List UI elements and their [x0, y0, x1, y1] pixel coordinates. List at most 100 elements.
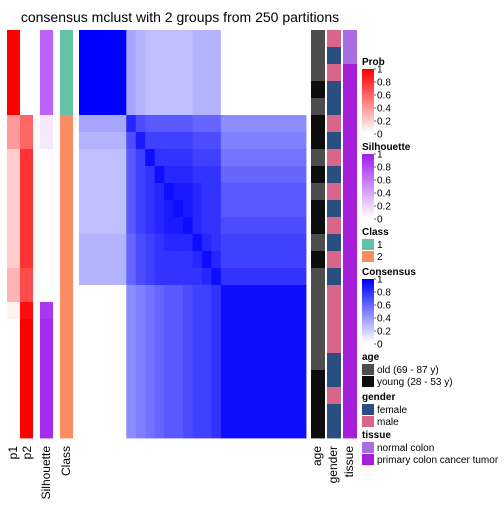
class-cell: [60, 81, 73, 99]
age-cell: [311, 251, 325, 269]
tissue-cell: [343, 251, 357, 269]
p1-cell: [7, 336, 20, 354]
silhouette-legend-gradient: [362, 173, 374, 177]
consensus-legend-gradient: [362, 283, 374, 286]
consensus-cell: [201, 268, 212, 286]
silhouette-legend-gradient: [362, 164, 374, 168]
consensus-cell: [164, 251, 174, 269]
consensus-legend-gradient: [362, 285, 374, 289]
gender-legend-key: [362, 416, 374, 427]
p2-cell: [20, 251, 33, 269]
gender-cell: [327, 81, 341, 99]
prob-legend-gradient: [362, 101, 374, 105]
column-label-class: Class: [59, 446, 73, 476]
class-cell: [60, 47, 73, 65]
consensus-cell: [220, 166, 307, 184]
consensus-cell: [135, 217, 146, 235]
prob-legend-gradient: [362, 118, 374, 122]
silhouette-cell: [40, 404, 53, 422]
consensus-legend-gradient: [362, 302, 374, 306]
p1-cell: [7, 302, 20, 320]
consensus-cell: [220, 149, 307, 167]
consensus-cell: [211, 200, 222, 218]
consensus-cell: [220, 268, 307, 286]
consensus-legend-gradient: [362, 289, 374, 293]
gender-cell: [327, 302, 341, 320]
consensus-legend-gradient: [362, 315, 374, 319]
gender-cell: [327, 404, 341, 422]
age-legend-key: [362, 364, 374, 375]
column-label-p2: p2: [20, 446, 34, 460]
consensus-cell: [173, 268, 184, 286]
silhouette-legend-gradient: [362, 212, 374, 216]
tissue-legend-key: [362, 454, 374, 465]
p1-cell: [7, 115, 20, 133]
consensus-cell: [201, 251, 212, 269]
age-cell: [311, 115, 325, 133]
prob-legend-title: Prob: [362, 57, 385, 68]
consensus-legend-gradient: [362, 296, 374, 299]
consensus-cell: [79, 234, 127, 252]
class-cell: [60, 132, 73, 150]
prob-legend-gradient: [362, 125, 374, 128]
gender-cell: [327, 285, 341, 303]
consensus-cell: [201, 200, 212, 218]
class-cell: [60, 183, 73, 201]
consensus-cell: [173, 285, 184, 439]
consensus-cell: [79, 285, 127, 439]
consensus-legend-gradient: [362, 300, 374, 304]
consensus-cell: [211, 149, 222, 167]
p2-cell: [20, 200, 33, 218]
age-cell: [311, 234, 325, 252]
silhouette-legend-gradient: [362, 203, 374, 207]
column-label-p1: p1: [6, 446, 20, 460]
gender-legend-label: female: [377, 405, 407, 416]
tissue-cell: [343, 285, 357, 303]
silhouette-cell: [40, 234, 53, 252]
consensus-cell: [79, 149, 127, 167]
consensus-cell: [145, 251, 156, 269]
consensus-cell: [192, 115, 203, 133]
prob-legend-gradient: [362, 127, 374, 131]
tissue-cell: [343, 234, 357, 252]
silhouette-legend-gradient: [362, 167, 374, 170]
gender-cell: [327, 370, 341, 388]
tissue-cell: [343, 115, 357, 133]
class-cell: [60, 64, 73, 82]
tissue-cell: [343, 370, 357, 388]
class-cell: [60, 200, 73, 218]
p2-cell: [20, 166, 33, 184]
prob-legend-gradient: [362, 71, 374, 74]
class-cell: [60, 268, 73, 286]
consensus-cell: [154, 30, 165, 116]
silhouette-legend-gradient: [362, 156, 374, 159]
consensus-cell: [145, 200, 156, 218]
consensus-cell: [126, 285, 137, 439]
age-cell: [311, 183, 325, 201]
class-cell: [60, 353, 73, 371]
tissue-cell: [343, 132, 357, 150]
consensus-cell: [220, 251, 307, 269]
age-cell: [311, 30, 325, 48]
consensus-legend-gradient: [362, 337, 374, 341]
p2-cell: [20, 183, 33, 201]
silhouette-legend-gradient: [362, 160, 374, 164]
consensus-legend-gradient: [362, 335, 374, 338]
age-cell: [311, 336, 325, 354]
consensus-cell: [173, 166, 184, 184]
tissue-cell: [343, 64, 357, 82]
p2-cell: [20, 234, 33, 252]
silhouette-cell: [40, 200, 53, 218]
silhouette-legend-gradient: [362, 154, 374, 157]
prob-legend-tick-label: 0: [377, 130, 383, 141]
consensus-cell: [201, 115, 212, 133]
consensus-legend-gradient: [362, 305, 374, 308]
consensus-cell: [220, 115, 307, 133]
consensus-cell: [220, 285, 307, 439]
p1-cell: [7, 421, 20, 439]
p1-cell: [7, 387, 20, 405]
p1-cell: [7, 370, 20, 388]
prob-legend-gradient: [362, 82, 374, 85]
p2-cell: [20, 336, 33, 354]
silhouette-cell: [40, 30, 53, 48]
